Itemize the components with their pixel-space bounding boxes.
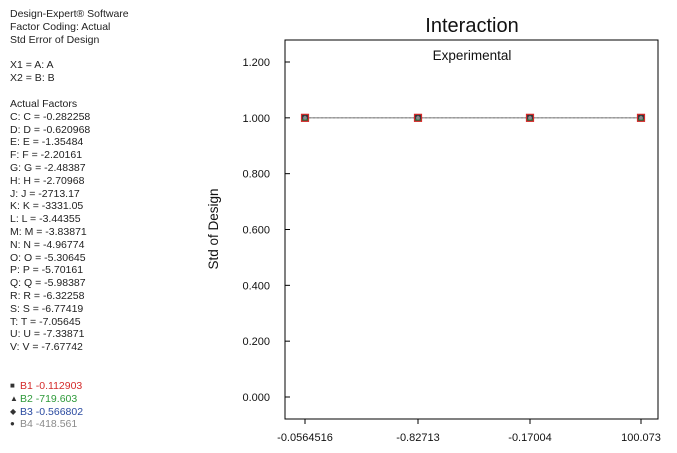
actual-factor-item: Q: Q = -5.98387 xyxy=(10,277,86,290)
y-tick-label: 0.400 xyxy=(242,280,270,292)
x2-assignment: X2 = B: B xyxy=(10,72,55,85)
actual-factor-item: R: R = -6.32258 xyxy=(10,289,85,302)
y-tick-label: 1.200 xyxy=(242,57,270,69)
actual-factor-item: O: O = -5.30645 xyxy=(10,251,86,264)
actual-factor-item: J: J = -2713.17 xyxy=(10,187,80,200)
actual-factor-item: K: K = -3331.05 xyxy=(10,200,84,213)
legend-label: B3 -0.566802 xyxy=(20,405,84,418)
actual-factor-item: D: D = -0.620968 xyxy=(10,123,91,136)
design-info-panel: Design-Expert® Software Factor Coding: A… xyxy=(10,8,200,354)
actual-factors-heading: Actual Factors xyxy=(10,97,78,110)
response-name: Std Error of Design xyxy=(10,33,100,46)
legend: ■ B1 -0.112903 ▲ B2 -719.603 ◆ B3 -0.566802 ● B… xyxy=(10,380,83,431)
data-point-circle xyxy=(303,116,307,120)
data-point-circle xyxy=(528,116,532,120)
circle-marker-icon: ● xyxy=(10,419,15,429)
legend-item: ▲ B2 -719.603 xyxy=(10,393,83,406)
y-tick-label: 0.600 xyxy=(242,225,270,237)
actual-factor-item: T: T = -7.05645 xyxy=(10,315,81,328)
actual-factor-item: P: P = -5.70161 xyxy=(10,264,84,277)
data-point-circle xyxy=(416,116,420,120)
x-tick-label: -0.0564516 xyxy=(277,432,333,444)
legend-item: ■ B1 -0.112903 xyxy=(10,380,83,393)
diamond-marker-icon: ◆ xyxy=(10,406,17,416)
actual-factor-item: E: E = -1.35484 xyxy=(10,136,84,149)
actual-factor-item: L: L = -3.44355 xyxy=(10,213,81,226)
legend-item: ◆ B3 -0.566802 xyxy=(10,406,83,419)
chart-title: Interaction xyxy=(425,15,518,37)
x-tick-label: -0.82713 xyxy=(396,432,439,444)
factor-coding: Factor Coding: Actual xyxy=(10,20,111,33)
legend-label: B1 -0.112903 xyxy=(20,380,83,392)
y-tick-label: 0.800 xyxy=(242,169,270,181)
actual-factor-item: F: F = -2.20161 xyxy=(10,149,83,162)
legend-label: B4 -418.561 xyxy=(20,418,78,431)
actual-factor-item: V: V = -7.67742 xyxy=(10,341,83,354)
legend-label: B2 -719.603 xyxy=(20,392,78,405)
actual-factors-list: C: C = -0.282258 D: D = -0.620968 E: E = -… xyxy=(10,111,200,354)
actual-factor-item: S: S = -6.77419 xyxy=(10,302,84,315)
x1-assignment: X1 = A: A xyxy=(10,59,54,72)
actual-factor-item: C: C = -0.282258 xyxy=(10,110,91,123)
y-tick-label: 0.000 xyxy=(242,392,270,404)
triangle-marker-icon: ▲ xyxy=(10,393,18,403)
data-point-circle xyxy=(639,116,643,120)
chart-subtitle: Experimental xyxy=(433,48,512,63)
y-tick-label: 0.200 xyxy=(242,336,270,348)
square-marker-icon: ■ xyxy=(10,381,15,390)
y-axis-label: Std of Design xyxy=(206,188,221,269)
actual-factor-item: N: N = -4.96774 xyxy=(10,238,85,251)
software-name: Design-Expert® Software xyxy=(10,8,129,20)
x-tick-label: 100.073 xyxy=(621,432,661,444)
actual-factor-item: M: M = -3.83871 xyxy=(10,225,87,238)
y-tick-label: 1.000 xyxy=(242,113,270,125)
plot-frame xyxy=(284,39,659,420)
x-tick-label: -0.17004 xyxy=(508,432,551,444)
actual-factor-item: H: H = -2.70968 xyxy=(10,174,85,187)
actual-factor-item: U: U = -7.33871 xyxy=(10,328,85,341)
actual-factor-item: G: G = -2.48387 xyxy=(10,161,86,174)
legend-item: ● B4 -418.561 xyxy=(10,418,83,431)
